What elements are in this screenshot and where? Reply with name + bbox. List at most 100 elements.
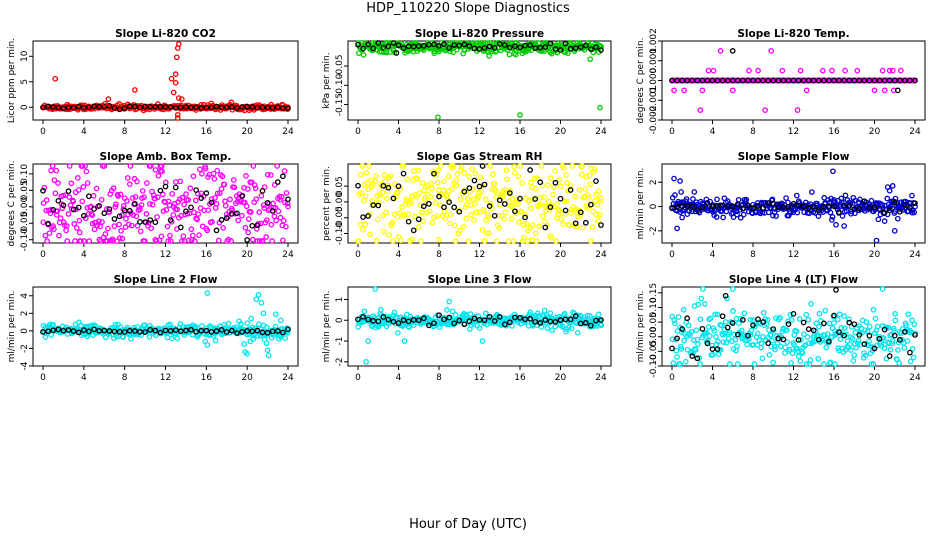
x-tick-label: 12	[474, 373, 485, 383]
data-point	[516, 219, 522, 225]
marker-point	[567, 45, 574, 52]
data-point	[245, 229, 251, 236]
marker-point	[542, 44, 549, 50]
marker-point	[501, 42, 508, 48]
marker-point	[507, 44, 513, 51]
data-point	[445, 173, 452, 179]
data-point	[901, 344, 908, 351]
data-points	[40, 41, 291, 121]
data-point	[373, 173, 379, 180]
data-point	[841, 313, 848, 320]
data-point	[504, 176, 510, 183]
data-points	[40, 163, 291, 244]
data-point	[515, 173, 522, 180]
data-point	[491, 180, 498, 187]
data-point	[79, 198, 86, 205]
data-point	[222, 198, 228, 205]
marker-outlier-point	[833, 287, 839, 293]
data-point	[911, 209, 918, 216]
x-tick-label: 16	[514, 250, 526, 260]
marker-point	[562, 207, 569, 214]
data-point	[215, 237, 222, 244]
y-axis-label: ml/min per min.	[322, 291, 332, 363]
data-point	[426, 208, 433, 215]
marker-point	[876, 77, 883, 84]
data-point	[587, 181, 594, 188]
x-tick-label: 4	[396, 250, 402, 260]
marker-point	[436, 193, 442, 200]
marker-point	[481, 45, 488, 51]
data-point	[194, 216, 200, 223]
plot-title: Slope Line 3 Flow	[428, 274, 532, 286]
marker-point	[451, 204, 458, 211]
marker-point	[395, 183, 402, 190]
y-tick-label: 5	[20, 79, 30, 85]
outlier-point	[48, 167, 55, 174]
data-point	[256, 238, 263, 244]
marker-point	[223, 215, 230, 222]
data-point	[243, 203, 250, 210]
outlier-point	[53, 167, 60, 174]
marker-point	[126, 207, 133, 214]
plot-title: Slope Gas Stream RH	[417, 151, 543, 163]
data-point	[585, 192, 591, 198]
marker-point	[552, 46, 559, 52]
data-point	[273, 217, 280, 224]
data-point	[851, 352, 858, 358]
marker-point	[234, 105, 240, 111]
data-point	[181, 201, 187, 208]
data-point	[442, 215, 449, 222]
data-point	[408, 199, 415, 206]
plot-title: Slope Line 2 Flow	[114, 274, 218, 286]
data-point	[249, 236, 256, 243]
data-point	[282, 199, 288, 206]
data-point	[400, 163, 407, 169]
data-point	[803, 311, 810, 318]
data-point	[517, 163, 523, 169]
data-point	[734, 211, 740, 218]
marker-point	[866, 332, 873, 339]
y-axis-label: ml/min per min.	[636, 291, 646, 363]
data-point	[154, 194, 161, 201]
marker-point	[280, 173, 286, 180]
data-point	[472, 170, 479, 177]
data-point	[816, 323, 822, 330]
x-tick-label: 16	[201, 373, 213, 383]
outlier-point	[76, 238, 83, 244]
x-tick-label: 0	[40, 127, 46, 137]
data-point	[714, 196, 720, 203]
marker-point	[512, 208, 518, 215]
data-point	[431, 214, 437, 221]
data-point	[409, 236, 415, 243]
plot-title: Slope Sample Flow	[738, 151, 850, 163]
outlier-point	[436, 236, 442, 243]
marker-point	[188, 104, 194, 111]
x-tick-label: 0	[40, 250, 46, 260]
data-point	[428, 185, 435, 192]
marker-point	[734, 201, 741, 207]
x-tick-label: 16	[514, 127, 526, 137]
data-point	[68, 180, 75, 187]
x-tick-label: 20	[869, 127, 881, 137]
x-tick-label: 12	[160, 250, 171, 260]
data-point	[180, 233, 187, 240]
marker-point	[588, 201, 594, 208]
outlier-point	[768, 48, 775, 54]
outlier-point	[260, 310, 267, 317]
data-point	[79, 163, 86, 169]
marker-point	[527, 42, 533, 48]
x-tick-label: 8	[750, 127, 756, 137]
data-point	[204, 227, 211, 234]
y-axis-label: kPa per min.	[322, 52, 332, 108]
plot-title: Slope Li-820 CO2	[115, 28, 216, 40]
x-axis-caption: Hour of Day (UTC)	[409, 517, 527, 532]
outlier-point	[365, 338, 371, 344]
data-point	[444, 307, 450, 313]
data-point	[828, 217, 835, 223]
y-tick-label: 0.00	[20, 197, 30, 217]
data-point	[487, 200, 494, 207]
data-point	[268, 172, 274, 178]
y-tick-label: 0.10	[20, 164, 30, 184]
data-point	[770, 359, 777, 366]
